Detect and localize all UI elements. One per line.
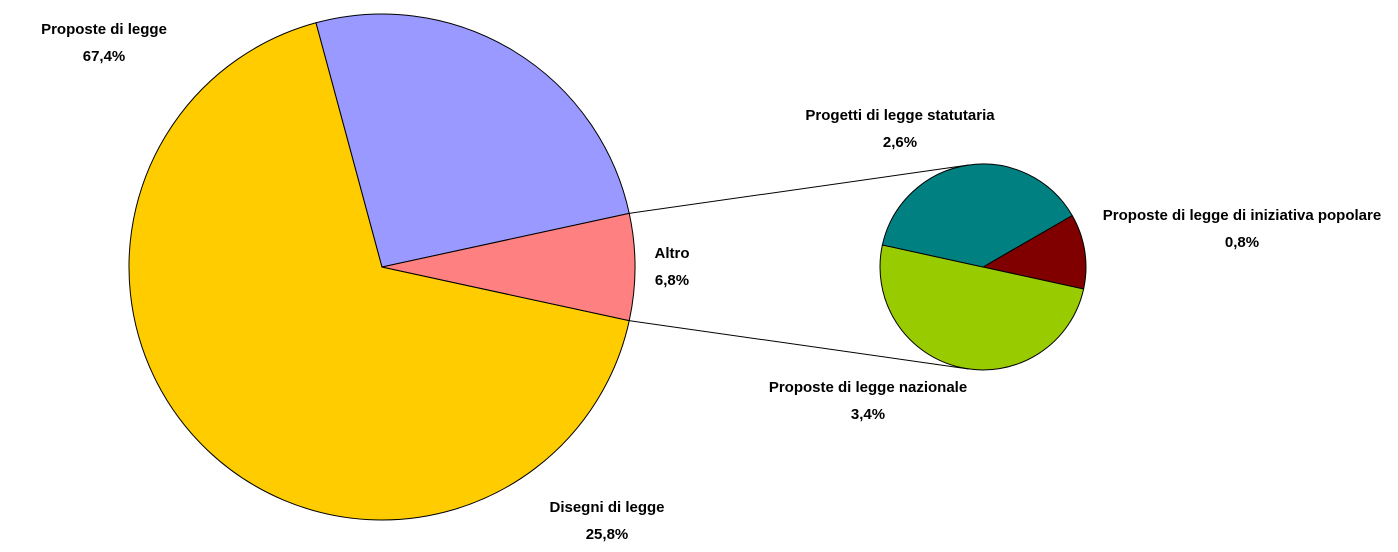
slice-value: 3,4% bbox=[850, 406, 886, 423]
slice-value: 0,8% bbox=[1224, 234, 1260, 251]
pie-slice bbox=[981, 214, 1087, 290]
slice-value: 6,8% bbox=[654, 272, 690, 289]
pie-slice bbox=[128, 22, 630, 521]
slice-value: 2,6% bbox=[882, 134, 918, 151]
slice-label: Proposte di legge di iniziativa popolare… bbox=[1092, 202, 1392, 256]
pie-slice bbox=[381, 212, 636, 322]
slice-value: 25,8% bbox=[585, 526, 629, 543]
slice-label: Proposte di legge 67,4% bbox=[41, 16, 167, 70]
slice-name: Disegni di legge bbox=[549, 499, 665, 516]
slice-name: Proposte di legge di iniziativa popolare bbox=[1102, 207, 1382, 224]
slice-name: Progetti di legge statutaria bbox=[805, 107, 995, 124]
slice-label: Proposte di legge nazionale 3,4% bbox=[769, 374, 967, 428]
connector-line bbox=[629, 320, 969, 370]
slice-label: Disegni di legge 25,8% bbox=[549, 494, 664, 548]
slice-name: Altro bbox=[654, 245, 690, 262]
slice-name: Proposte di legge bbox=[41, 21, 167, 38]
pie-slice bbox=[315, 13, 630, 268]
slice-label: Progetti di legge statutaria 2,6% bbox=[805, 102, 994, 156]
connector-line bbox=[629, 164, 969, 214]
slice-value: 67,4% bbox=[82, 48, 126, 65]
slice-name: Proposte di legge nazionale bbox=[768, 379, 968, 396]
slice-label: Altro 6,8% bbox=[655, 240, 690, 294]
